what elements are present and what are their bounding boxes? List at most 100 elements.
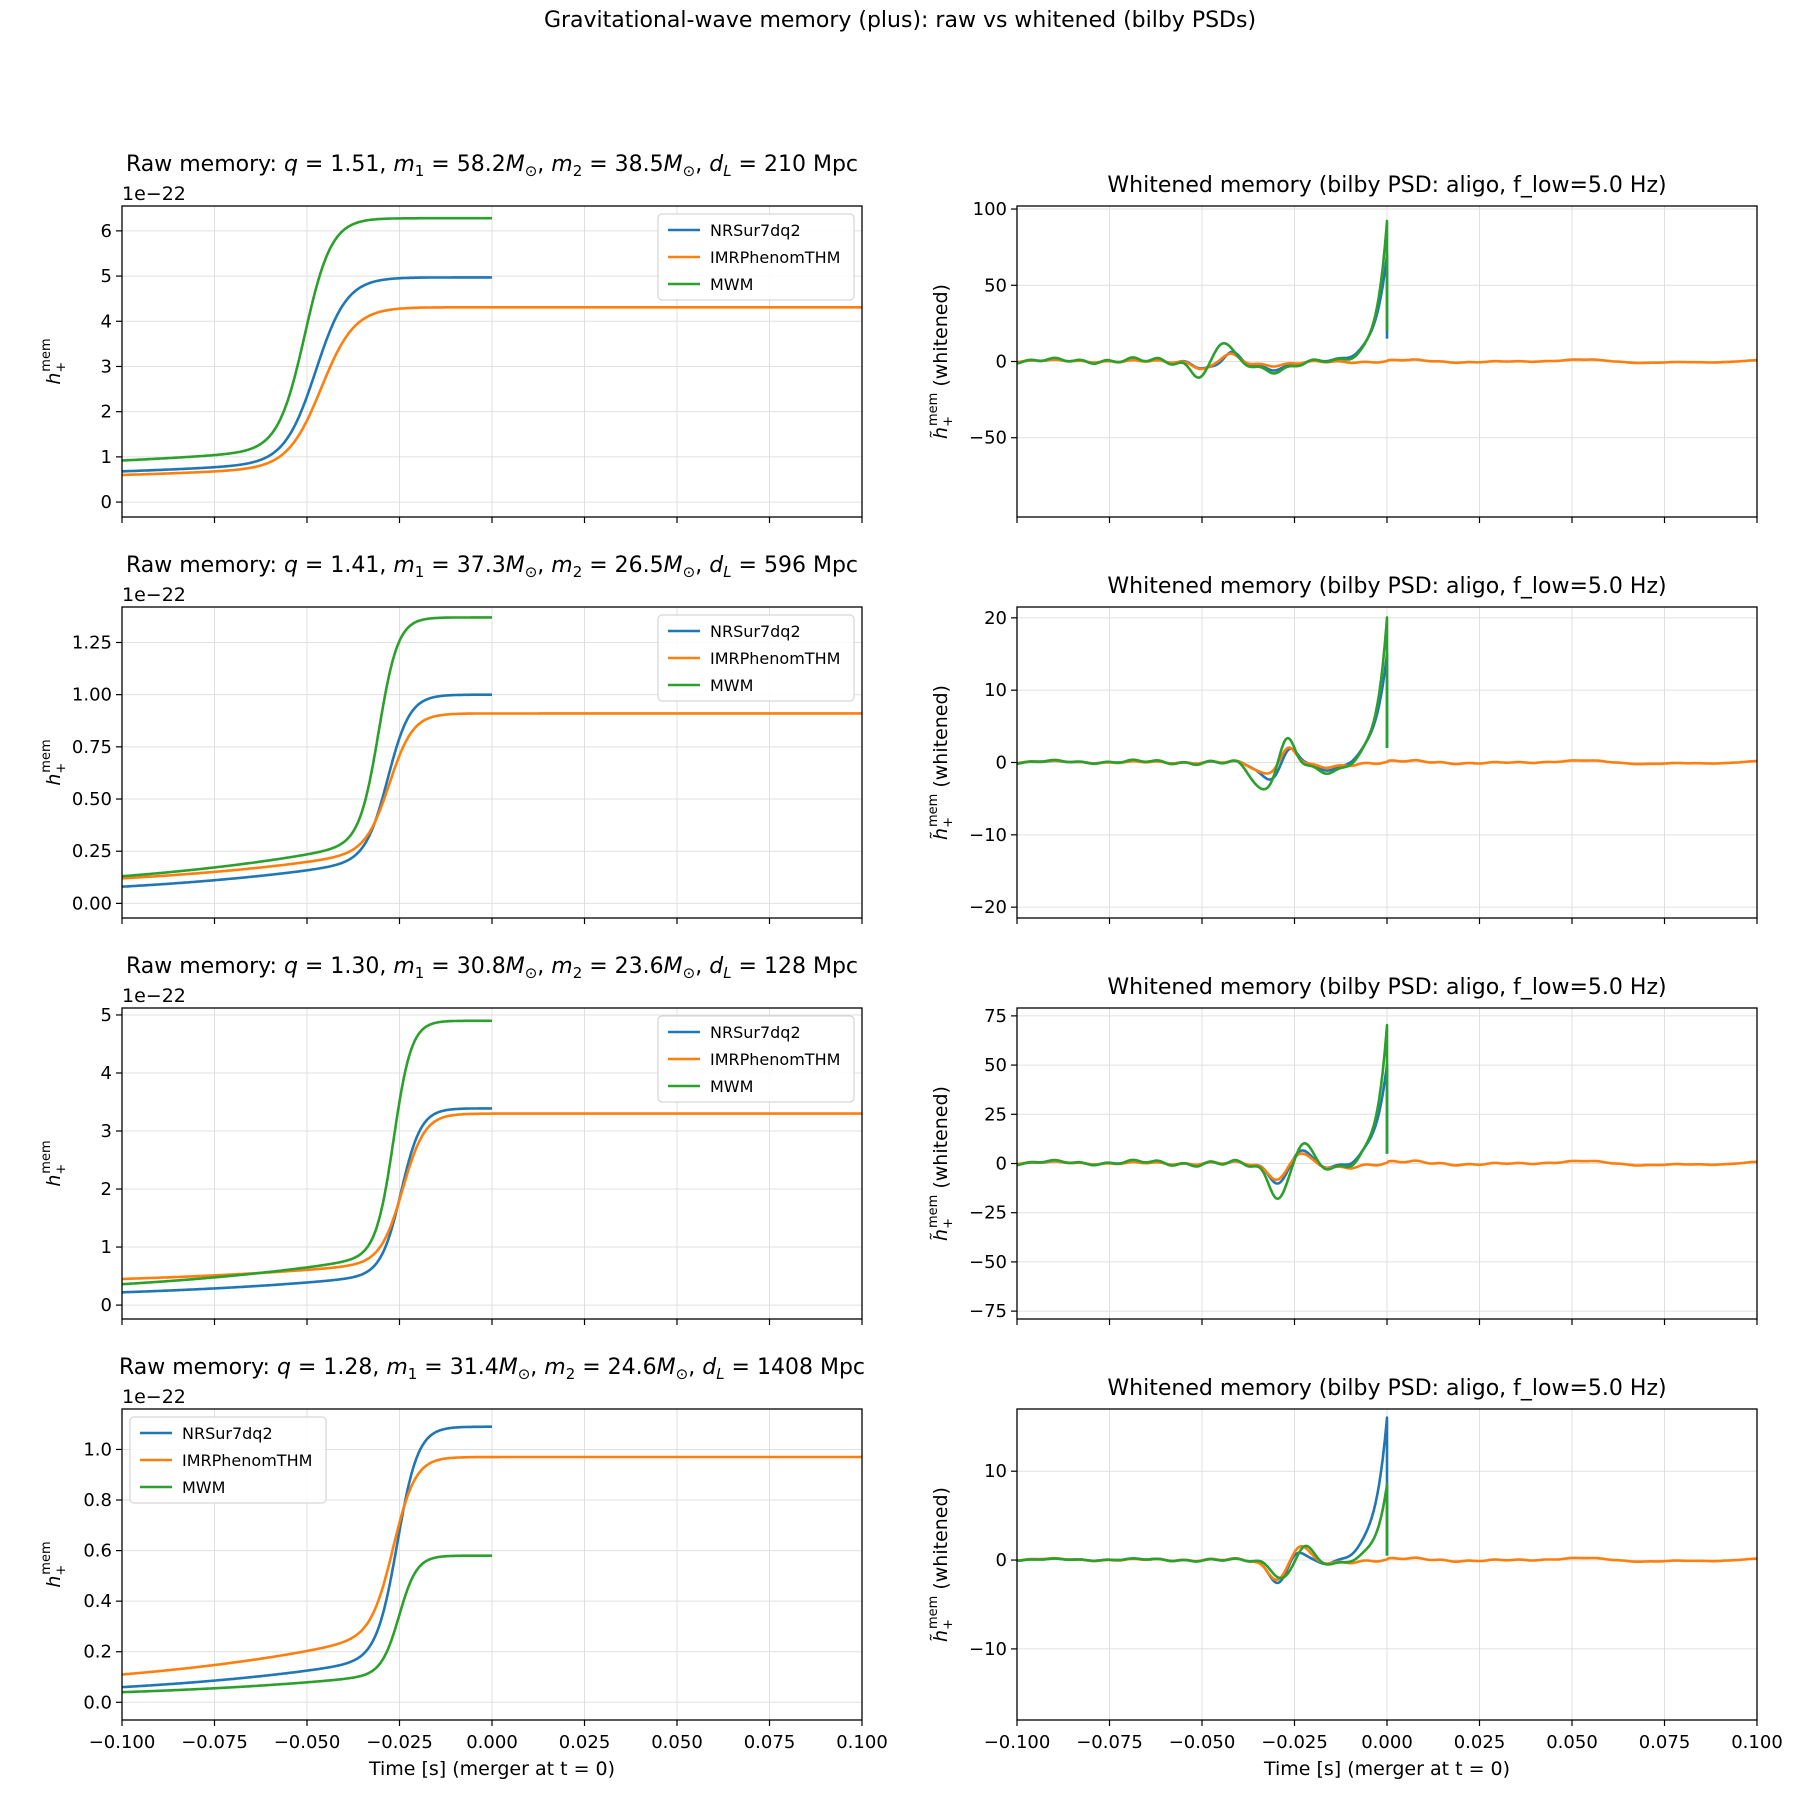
subplot-title: Whitened memory (bilby PSD: aligo, f_low… [1107, 574, 1666, 599]
x-tick-label: −0.025 [366, 1732, 433, 1753]
y-tick-label: 50 [984, 275, 1007, 296]
y-tick-label: 6 [101, 221, 112, 242]
series-line-mwm [1017, 219, 1389, 379]
panels-group: 0 1 2 3 4 5 6 h+mem Raw memory: q = 1.51, m1 = 5… [39, 152, 1783, 1780]
x-tick-label: −0.100 [89, 1732, 156, 1753]
legend-label: IMRPhenomTHM [710, 248, 840, 267]
x-tick-label: 0.025 [559, 1732, 611, 1753]
y-axis-label: h+mem [39, 338, 69, 384]
legend-frame [657, 614, 855, 702]
series-group [1017, 1416, 1757, 1585]
x-tick-label: −0.100 [984, 1732, 1051, 1753]
subplot-8-whitened: −10 0 10 −0.100 −0.075 −0.050 −0.025 0.000 0.025… [926, 1376, 1783, 1780]
y-tick-label: 20 [984, 608, 1007, 629]
y-tick-label: 4 [101, 311, 112, 332]
series-line-mwm [1017, 1482, 1389, 1580]
legend-label: MWM [710, 275, 753, 294]
legend-frame [657, 1015, 855, 1103]
legend-label: NRSur7dq2 [182, 1424, 273, 1443]
y-tick-label: 0 [996, 753, 1007, 774]
legend-label: MWM [182, 1478, 225, 1497]
subplot-title: Whitened memory (bilby PSD: aligo, f_low… [1107, 975, 1666, 1000]
y-axis-label: h+mem [39, 1541, 69, 1587]
y-tick-label: 10 [984, 1461, 1007, 1482]
y-tick-label: 0.75 [72, 737, 112, 758]
y-offset-label: 1e−22 [122, 584, 186, 606]
y-tick-label: 0 [996, 1550, 1007, 1571]
legend-label: NRSur7dq2 [710, 1023, 801, 1042]
legend-label: MWM [710, 1077, 753, 1096]
y-axis-label: h+mem [39, 739, 69, 785]
y-axis-label: h̃+mem (whitened) [926, 685, 956, 840]
legend-frame [657, 213, 855, 301]
y-tick-label: 2 [101, 1179, 112, 1200]
series-line-nrsur7dq2 [122, 276, 493, 473]
y-tick-label: 4 [101, 1063, 112, 1084]
series-line-nrsur7dq2 [122, 1107, 493, 1294]
series-group [122, 216, 862, 477]
legend: NRSur7dq2 IMRPhenomTHM MWM [129, 1416, 327, 1504]
subplot-title: Raw memory: q = 1.51, m1 = 58.2M⊙, m2 = … [126, 152, 858, 180]
x-tick-label: −0.050 [1169, 1732, 1236, 1753]
x-tick-label: 0.075 [1639, 1732, 1691, 1753]
x-tick-label: 0.100 [836, 1732, 888, 1753]
subplot-title: Whitened memory (bilby PSD: aligo, f_low… [1107, 1376, 1666, 1401]
legend-label: IMRPhenomTHM [182, 1451, 312, 1470]
y-tick-label: 3 [101, 1121, 112, 1142]
subplot-1-raw: 0 1 2 3 4 5 6 h+mem Raw memory: q = 1.51, m1 = 5… [39, 152, 863, 523]
y-tick-label: 2 [101, 402, 112, 423]
y-tick-label: 0.00 [72, 893, 112, 914]
subplot-title: Raw memory: q = 1.41, m1 = 37.3M⊙, m2 = … [126, 553, 858, 581]
legend-label: IMRPhenomTHM [710, 1050, 840, 1069]
y-tick-label: 5 [101, 266, 112, 287]
figure-suptitle: Gravitational-wave memory (plus): raw vs… [544, 8, 1256, 33]
series-line-mwm [1017, 1023, 1389, 1200]
series-line-mwm [122, 1554, 493, 1694]
series-line-mwm [122, 616, 493, 878]
y-tick-label: 3 [101, 356, 112, 377]
legend-label: NRSur7dq2 [710, 622, 801, 641]
series-line-imrphenomthm [122, 712, 862, 880]
y-tick-label: 0 [101, 1295, 112, 1316]
x-tick-label: 0.025 [1454, 1732, 1506, 1753]
subplot-5-raw: 0 1 2 3 4 5 h+mem Raw memory: q = 1.30, m1 = 30… [39, 954, 863, 1325]
y-axis-label: h̃+mem (whitened) [926, 284, 956, 439]
series-group [1017, 616, 1757, 791]
legend-label: IMRPhenomTHM [710, 649, 840, 668]
y-tick-label: 1.25 [72, 632, 112, 653]
series-line-nrsur7dq2 [122, 693, 493, 888]
legend-frame [129, 1416, 327, 1504]
legend-label: MWM [710, 676, 753, 695]
y-tick-label: 1 [101, 447, 112, 468]
series-group [122, 1425, 862, 1694]
series-group [1017, 219, 1757, 379]
y-tick-label: 0 [101, 492, 112, 513]
subplot-7-raw: 0.0 0.2 0.4 0.6 0.8 1.0 −0.100 −0.075 −0.050 −0.0… [39, 1355, 888, 1780]
x-tick-label: −0.050 [274, 1732, 341, 1753]
x-axis-label: Time [s] (merger at t = 0) [1263, 1758, 1510, 1780]
y-axis-label: h̃+mem (whitened) [926, 1487, 956, 1642]
x-tick-label: 0.050 [1546, 1732, 1598, 1753]
series-line-imrphenomthm [122, 1455, 862, 1676]
y-axis-label: h̃+mem (whitened) [926, 1086, 956, 1241]
y-tick-label: 50 [984, 1055, 1007, 1076]
x-tick-label: −0.075 [181, 1732, 248, 1753]
x-tick-label: 0.100 [1731, 1732, 1783, 1753]
y-tick-label: 1 [101, 1237, 112, 1258]
y-tick-label: 0.50 [72, 789, 112, 810]
series-line-mwm [122, 1019, 493, 1286]
x-tick-label: 0.000 [466, 1732, 518, 1753]
y-tick-label: 10 [984, 680, 1007, 701]
x-axis-label: Time [s] (merger at t = 0) [368, 1758, 615, 1780]
y-tick-label: 75 [984, 1006, 1007, 1027]
series-group [1017, 1023, 1757, 1200]
subplot-title: Raw memory: q = 1.30, m1 = 30.8M⊙, m2 = … [126, 954, 858, 982]
x-tick-label: −0.075 [1076, 1732, 1143, 1753]
y-tick-label: 1.00 [72, 685, 112, 706]
y-tick-label: 25 [984, 1104, 1007, 1125]
subplot-title: Raw memory: q = 1.28, m1 = 31.4M⊙, m2 = … [119, 1355, 865, 1383]
x-tick-label: 0.000 [1361, 1732, 1413, 1753]
series-line-imrphenomthm [122, 305, 862, 477]
y-offset-label: 1e−22 [122, 1386, 186, 1408]
